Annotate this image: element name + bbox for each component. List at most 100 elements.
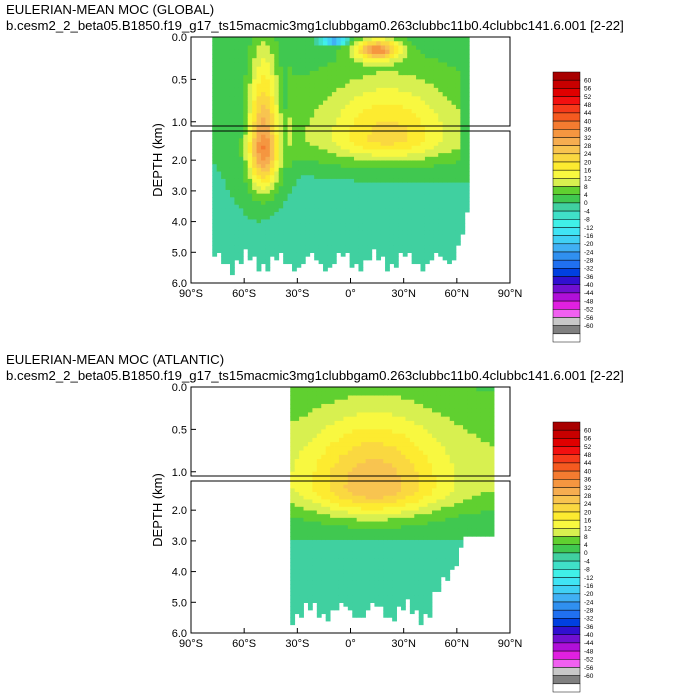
- contour-cell: [402, 241, 408, 246]
- contour-cell: [356, 442, 362, 447]
- contour-cell: [307, 446, 313, 451]
- contour-cell: [416, 245, 421, 250]
- contour-cell: [361, 450, 366, 456]
- contour-cell: [309, 87, 315, 93]
- contour-cell: [376, 208, 382, 213]
- contour-cell: [283, 252, 288, 257]
- contour-cell: [416, 197, 421, 202]
- contour-cell: [385, 215, 390, 220]
- contour-cell: [402, 75, 408, 80]
- contour-cell: [292, 178, 297, 183]
- contour-cell: [436, 420, 442, 426]
- contour-cell: [290, 412, 296, 418]
- contour-cell: [458, 412, 464, 418]
- contour-cell: [278, 248, 284, 253]
- contour-cell: [376, 197, 382, 202]
- contour-cell: [402, 156, 408, 161]
- contour-cell: [361, 598, 366, 603]
- contour-cell: [336, 149, 342, 154]
- contour-cell: [309, 104, 315, 110]
- contour-cell: [347, 408, 353, 413]
- contour-cell: [424, 178, 430, 183]
- contour-cell: [385, 145, 390, 150]
- contour-cell: [338, 467, 344, 473]
- contour-cell: [411, 79, 417, 85]
- contour-cell: [216, 117, 222, 123]
- contour-cell: [316, 547, 322, 552]
- contour-cell: [321, 562, 327, 567]
- contour-cell: [303, 532, 309, 537]
- contour-cell: [438, 113, 444, 118]
- contour-cell: [440, 416, 446, 422]
- contour-cell: [229, 171, 235, 176]
- colorbar-swatch: [552, 284, 581, 294]
- contour-cell: [325, 598, 331, 603]
- contour-cell: [447, 113, 452, 118]
- contour-cell: [367, 182, 373, 187]
- contour-cell: [402, 175, 408, 180]
- contour-cell: [221, 156, 226, 161]
- contour-cell: [294, 517, 300, 522]
- contour-cell: [389, 201, 395, 206]
- contour-cell: [294, 454, 300, 460]
- contour-cell: [442, 138, 448, 143]
- contour-cell: [362, 145, 368, 150]
- contour-cell: [463, 399, 468, 405]
- contour-cell: [256, 62, 262, 68]
- contour-cell: [449, 459, 455, 464]
- contour-cell: [367, 109, 373, 114]
- contour-cell: [480, 429, 486, 435]
- contour-cell: [429, 109, 435, 114]
- contour-cell: [323, 208, 328, 213]
- contour-cell: [323, 175, 328, 180]
- contour-cell: [380, 175, 386, 180]
- contour-cell: [423, 391, 428, 396]
- contour-cell: [358, 263, 364, 268]
- contour-cell: [371, 219, 377, 224]
- contour-cell: [358, 267, 364, 272]
- y-tick-label: 6.0: [172, 278, 187, 290]
- contour-cell: [392, 425, 397, 430]
- contour-cell: [398, 186, 404, 191]
- contour-cell: [401, 437, 406, 443]
- contour-cell: [283, 245, 288, 250]
- contour-cell: [303, 565, 309, 570]
- contour-cell: [252, 45, 257, 51]
- contour-cell: [416, 259, 421, 265]
- contour-cell: [316, 503, 322, 508]
- contour-cell: [440, 454, 446, 460]
- contour-cell: [256, 263, 262, 268]
- contour-cell: [371, 241, 377, 246]
- contour-cell: [334, 446, 340, 451]
- contour-cell: [489, 425, 495, 430]
- contour-cell: [345, 241, 351, 246]
- contour-cell: [429, 234, 435, 239]
- contour-cell: [414, 429, 420, 435]
- contour-cell: [318, 66, 324, 72]
- contour-cell: [389, 256, 395, 261]
- contour-cell: [221, 62, 226, 68]
- contour-cell: [423, 437, 428, 443]
- contour-cell: [451, 134, 457, 139]
- contour-cell: [369, 510, 375, 515]
- contour-cell: [429, 237, 435, 242]
- contour-cell: [303, 416, 309, 422]
- contour-cell: [369, 492, 375, 497]
- contour-cell: [252, 245, 257, 250]
- contour-cell: [442, 201, 448, 206]
- contour-cell: [393, 109, 399, 114]
- contour-cell: [299, 543, 304, 548]
- contour-cell: [334, 551, 340, 556]
- contour-cell: [256, 215, 262, 220]
- contour-cell: [407, 153, 413, 158]
- contour-cell: [378, 425, 384, 430]
- contour-cell: [455, 153, 461, 158]
- contour-cell: [429, 153, 435, 158]
- contour-cell: [361, 403, 366, 409]
- contour-cell: [309, 53, 315, 59]
- contour-cell: [436, 433, 442, 439]
- contour-cell: [261, 189, 266, 195]
- contour-cell: [300, 41, 306, 46]
- contour-cell: [323, 204, 328, 209]
- contour-cell: [369, 514, 375, 519]
